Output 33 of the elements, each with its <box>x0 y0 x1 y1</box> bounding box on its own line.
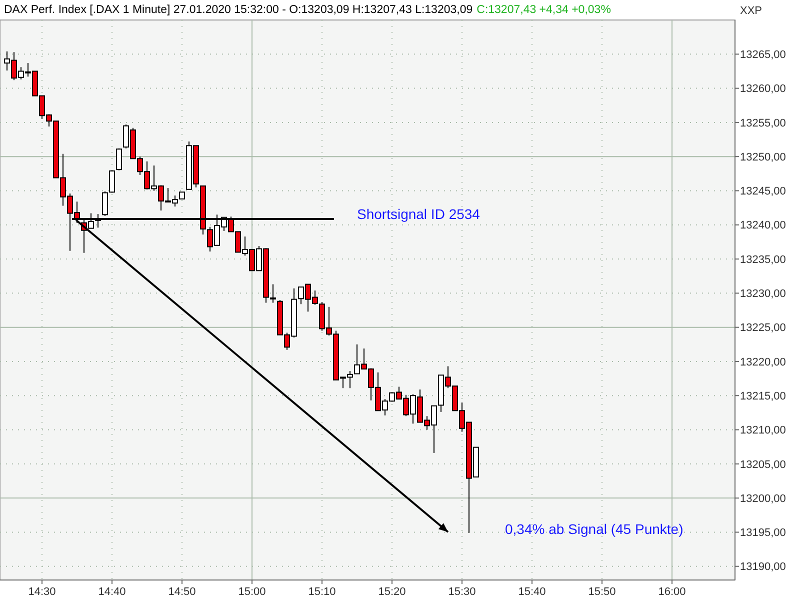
x-tick-label: 14:30 <box>28 586 56 598</box>
x-tick-label: 16:00 <box>658 586 686 598</box>
x-tick-label: 15:40 <box>518 586 546 598</box>
y-tick-label: 13225,00 <box>740 322 786 334</box>
y-tick-label: 13195,00 <box>740 527 786 540</box>
y-tick-label: 13245,00 <box>740 186 786 198</box>
y-tick-label: 13260,00 <box>740 83 786 96</box>
chart-subtitle: C:13207,43 +4,34 +0,03% <box>476 4 611 16</box>
annotation: 0,34% ab Signal (45 Punkte) <box>505 521 684 537</box>
y-tick-label: 13190,00 <box>740 561 786 574</box>
x-tick-label: 15:30 <box>448 586 476 598</box>
y-tick-label: 13235,00 <box>740 254 786 266</box>
y-tick-label: 13215,00 <box>740 390 786 402</box>
y-tick-label: 13240,00 <box>740 220 786 232</box>
x-tick-label: 14:50 <box>168 586 196 598</box>
y-tick-label: 13205,00 <box>740 458 786 471</box>
chart-title: DAX Perf. Index [.DAX 1 Minute] 27.01.2020 15:32:00 - O:13203,09 H:13207,43 L:13203,09 <box>4 4 473 16</box>
annotation: Shortsignal ID 2534 <box>357 206 480 222</box>
y-tick-label: 13220,00 <box>740 356 786 368</box>
y-tick-label: 13265,00 <box>740 48 786 61</box>
x-tick-label: 14:40 <box>98 586 126 598</box>
y-tick-label: 13255,00 <box>740 117 786 130</box>
candlestick <box>109 170 115 194</box>
y-axis-title: XXP <box>740 5 762 17</box>
candlestick <box>102 190 108 216</box>
x-tick-label: 15:50 <box>588 586 616 598</box>
x-tick-label: 15:20 <box>378 586 406 598</box>
y-tick-label: 13210,00 <box>740 424 786 437</box>
y-tick-label: 13230,00 <box>740 288 786 300</box>
y-tick-label: 13250,00 <box>740 151 786 164</box>
x-tick-label: 15:00 <box>238 586 266 598</box>
y-tick-label: 13200,00 <box>740 492 786 505</box>
x-tick-label: 15:10 <box>308 586 336 598</box>
